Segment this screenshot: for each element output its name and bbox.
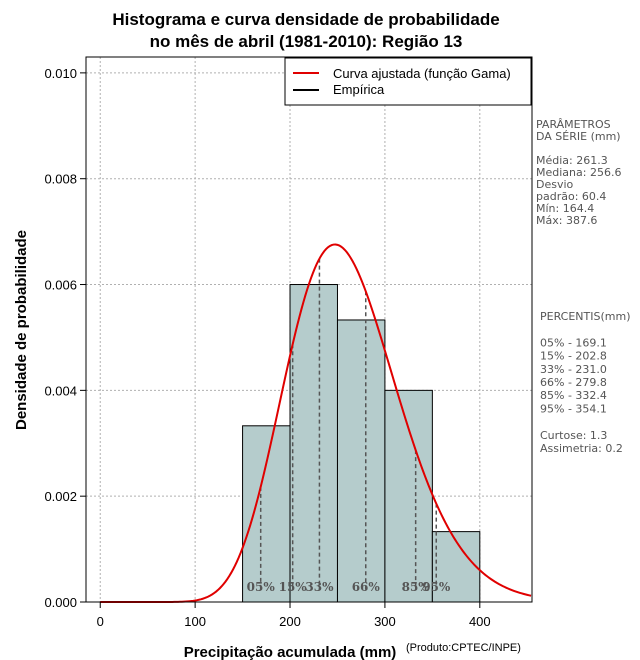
- x-tick-label: 100: [184, 614, 206, 629]
- series-parameter-line: PARÂMETROS: [536, 118, 611, 131]
- y-tick-label: 0.000: [44, 595, 77, 610]
- y-tick-label: 0.004: [44, 383, 77, 398]
- legend-curve-label: Curva ajustada (função Gama): [333, 66, 511, 81]
- percentile-stat-line: 15% - 202.8: [540, 350, 607, 363]
- legend-box: [284, 57, 532, 106]
- x-tick-label: 400: [469, 614, 491, 629]
- percentile-stat-line: Assimetria: 0.2: [540, 442, 623, 455]
- percentile-label: 95%: [422, 580, 451, 594]
- chart-title-line-2: no mês de abril (1981-2010): Região 13: [150, 32, 463, 51]
- percentile-stat-line: 05% - 169.1: [540, 336, 607, 349]
- histogram-bar: [384, 389, 433, 603]
- x-axis-ticks: 0 100 200 300 400: [97, 602, 491, 629]
- percentile-stat-line: Curtose: 1.3: [540, 429, 607, 442]
- x-axis-label: Precipitação acumulada (mm): [184, 644, 397, 660]
- percentile-stat-line: 66% - 279.8: [540, 376, 607, 389]
- series-parameter-line: Máx: 387.6: [536, 214, 597, 227]
- series-parameter-line: DA SÉRIE (mm): [536, 130, 621, 143]
- percentile-stat-line: 33% - 231.0: [540, 363, 607, 376]
- histogram-bar: [242, 425, 291, 603]
- series-parameters-panel: PARÂMETROS DA SÉRIE (mm) Média: 261.3Medi…: [536, 118, 621, 227]
- credit-label: (Produto:CPTEC/INPE): [406, 642, 521, 654]
- percentile-label: 05%: [247, 580, 276, 594]
- percentile-stat-line: 95% - 354.1: [540, 402, 607, 415]
- y-tick-label: 0.002: [44, 489, 77, 504]
- histogram-bar: [336, 319, 386, 603]
- x-tick-label: 0: [97, 614, 104, 629]
- percentiles-panel: PERCENTIS(mm) 05% - 169.115% - 202.833% -…: [540, 310, 631, 455]
- x-tick-label: 200: [279, 614, 301, 629]
- series-parameter-line: Mín: 164.4: [536, 202, 594, 215]
- series-parameter-line: Desvio: [536, 178, 574, 191]
- y-tick-label: 0.006: [44, 278, 77, 293]
- y-tick-label: 0.008: [44, 172, 77, 187]
- series-parameter-line: Mediana: 256.6: [536, 166, 621, 179]
- series-parameter-line: padrão: 60.4: [536, 190, 606, 203]
- y-axis-label: Densidade de probabilidade: [13, 230, 30, 430]
- y-axis-ticks: 0.000 0.002 0.004 0.006 0.008 0.010: [44, 66, 86, 610]
- percentile-label: 66%: [352, 580, 381, 594]
- y-tick-label: 0.010: [44, 66, 77, 81]
- series-parameter-line: Média: 261.3: [536, 154, 608, 167]
- histogram-bars: [242, 284, 481, 603]
- histogram-bar: [431, 531, 481, 603]
- percentile-lines: 05% 15%33% 66% 85%95%: [247, 258, 451, 594]
- histogram-bar: [289, 284, 338, 603]
- percentile-label: 85%: [402, 580, 431, 594]
- percentile-label: 15%: [279, 580, 308, 594]
- legend: Curva ajustada (função Gama) Empírica: [284, 57, 532, 106]
- x-tick-label: 300: [374, 614, 396, 629]
- plot-frame: [85, 56, 533, 603]
- percentile-stat-line: 85% - 332.4: [540, 389, 607, 402]
- percentile-stat-line: PERCENTIS(mm): [540, 310, 631, 323]
- legend-empirical-label: Empírica: [333, 82, 385, 97]
- chart-title-line-1: Histograma e curva densidade de probabil…: [112, 10, 499, 29]
- percentile-label: 33%: [305, 580, 334, 594]
